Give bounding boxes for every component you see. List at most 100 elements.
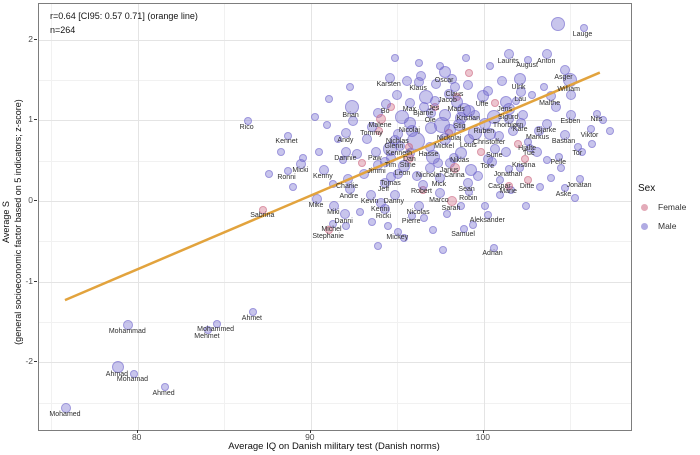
point-label: Dan — [402, 156, 416, 164]
point-label: Marco — [429, 196, 449, 204]
point-label: Mohammad — [108, 328, 146, 335]
point-label: Ole — [424, 116, 436, 124]
point-label: Carina — [444, 171, 465, 179]
gridline-horizontal — [39, 321, 631, 323]
point-label: Jes — [428, 104, 440, 112]
point-label: Mads — [447, 106, 465, 114]
point-label: Robin — [459, 194, 478, 202]
y-tick-label: 1 — [28, 114, 33, 125]
data-point — [356, 207, 365, 216]
x-tick-mark — [482, 430, 484, 433]
point-label: Charlie — [336, 182, 359, 190]
point-label: Leon — [394, 170, 411, 178]
data-point — [486, 62, 495, 71]
point-label: Ronni — [277, 173, 296, 181]
point-label: Uffe — [475, 100, 489, 108]
point-label: Bjarke — [536, 127, 557, 135]
point-label: Kristian — [456, 115, 480, 123]
point-label: Dannie — [334, 155, 357, 163]
data-point — [522, 201, 531, 210]
data-point — [605, 126, 614, 135]
point-label: Andy — [337, 136, 354, 144]
point-label: Laurits — [497, 57, 519, 65]
point-label: Sune — [486, 152, 503, 160]
data-point — [203, 326, 212, 335]
point-label: Karsten — [376, 81, 401, 89]
gridline-vertical — [137, 4, 139, 430]
y-tick-label: 0 — [28, 194, 33, 205]
gridline-vertical — [224, 4, 226, 430]
point-label: Viktor — [580, 131, 599, 139]
point-label: Ricki — [375, 212, 392, 220]
point-label: Malene — [368, 122, 392, 130]
point-label: Glenn — [384, 143, 404, 151]
point-label: Tore — [480, 162, 495, 170]
data-point — [358, 159, 366, 168]
point-label: Claus — [445, 90, 464, 98]
point-label: Mickey — [386, 234, 409, 242]
data-point — [542, 49, 553, 60]
x-tick-label: 90 — [305, 432, 315, 442]
gridline-horizontal — [39, 79, 631, 81]
data-point — [276, 147, 285, 156]
point-label: Oscar — [434, 76, 454, 84]
point-label: Ahmet — [241, 314, 263, 322]
point-label: Mike — [308, 202, 324, 210]
point-label: Ulrik — [511, 83, 526, 91]
y-tick-mark — [34, 361, 37, 363]
x-tick-label: 100 — [475, 432, 490, 442]
point-label: Jens — [497, 106, 512, 114]
y-axis-title-line2: (general socioeconomic factor based on 5… — [13, 99, 23, 345]
data-point — [323, 121, 332, 130]
data-point — [345, 83, 354, 92]
data-point — [390, 54, 399, 63]
male-point-key-icon — [641, 222, 648, 230]
data-point — [536, 183, 545, 192]
point-label: Micki — [292, 167, 309, 175]
point-label: William — [557, 85, 580, 93]
point-label: Stine — [399, 161, 416, 169]
point-label: Malthe — [539, 99, 561, 107]
data-point — [248, 308, 257, 317]
point-label: Jeff — [377, 186, 390, 193]
point-label: Aleksander — [469, 217, 505, 225]
point-label: Janus — [439, 166, 459, 174]
y-tick-mark — [34, 199, 37, 201]
point-label: Marie — [499, 188, 517, 196]
point-label: Tim — [384, 161, 397, 169]
point-label: Miki — [327, 209, 340, 217]
data-point — [383, 222, 392, 231]
point-label: Christoffer — [473, 138, 506, 146]
x-tick-mark — [309, 430, 311, 433]
gridline-vertical — [310, 4, 312, 430]
point-label: Danni — [334, 217, 353, 225]
point-label: Markus — [526, 134, 549, 142]
point-label: Michel — [321, 226, 342, 234]
legend-label-female: Female — [658, 202, 687, 212]
stats-annotation-line2: n=264 — [50, 25, 76, 35]
data-point — [550, 17, 565, 32]
legend-item-male: Male — [638, 221, 700, 231]
point-label: Stig — [453, 122, 466, 130]
data-point — [465, 68, 474, 77]
data-point — [129, 369, 138, 378]
point-label: Jonathan — [493, 171, 523, 179]
point-label: Ruben — [473, 128, 495, 136]
data-point — [497, 75, 508, 86]
y-axis-title-line1: Average S — [1, 201, 11, 243]
data-point — [504, 49, 515, 60]
gridline-horizontal — [39, 241, 631, 243]
point-label: Louis — [459, 142, 477, 150]
gridline-horizontal — [39, 402, 631, 404]
point-label: Thorbjørn — [492, 122, 524, 130]
data-point — [111, 360, 124, 373]
data-point — [546, 173, 555, 182]
data-point — [123, 319, 134, 330]
data-point — [439, 246, 448, 255]
point-label: Ahmad — [105, 371, 128, 378]
point-label: Nickolaj — [436, 134, 462, 142]
point-label: Sabrina — [250, 212, 275, 220]
point-label: Robert — [410, 188, 433, 196]
data-point — [373, 242, 382, 251]
point-label: Tommy — [360, 130, 383, 138]
